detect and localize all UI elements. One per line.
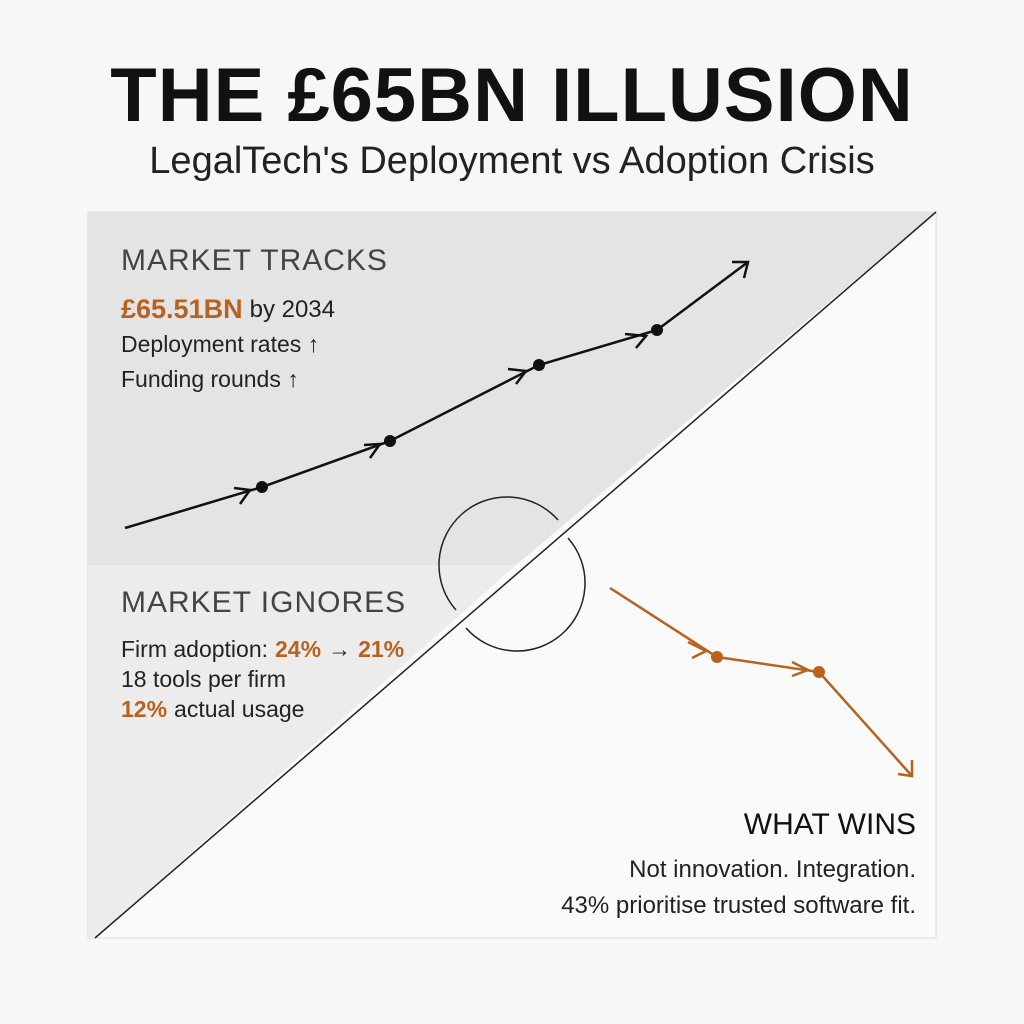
heading: MARKET IGNORES [121,586,407,619]
text: Firm adoption: [121,636,269,662]
text: actual usage [174,696,305,722]
highlight: 21% [358,636,405,662]
ignores: MARKET IGNORES Firm adoption: 24% → 21% 18 … [121,586,406,724]
line: Firm adoption: 24% → 21% [121,634,406,664]
divider [94,211,937,939]
line: 18 tools per firm [121,664,406,694]
lower-shade [88,565,516,938]
text: Funding rounds ↑ [121,366,299,392]
text: by 2034 [249,296,335,323]
arc [438,496,559,611]
text: → [328,636,352,662]
line: Funding rounds ↑ [121,362,388,397]
line: Not innovation. Integration. [629,856,916,883]
arc [465,537,586,652]
heading: MARKET TRACKS [121,244,388,277]
falling-arrow [609,586,914,778]
heading: WHAT WINS [743,808,916,841]
highlight: 24% [275,636,322,662]
rising-arrow [124,260,750,530]
highlight: £65.51BN [121,294,243,324]
text: Deployment rates ↑ [121,331,320,357]
upper-shade [88,212,936,565]
wins: WHAT WINS Not innovation. Integration. 4… [561,808,916,924]
highlight: 12% [121,696,168,722]
text: 18 tools per firm [121,666,286,692]
line: Deployment rates ↑ [121,327,388,362]
subtitle: LegalTech's Deployment vs Adoption Crisi… [149,140,875,182]
title: THE £65BN ILLUSION [110,53,914,138]
line: 43% prioritise trusted software fit. [561,892,916,919]
line: 12% actual usage [121,694,406,724]
line: £65.51BN by 2034 [121,292,388,327]
tracks: MARKET TRACKS £65.51BN by 2034 Deployment… [121,244,388,397]
